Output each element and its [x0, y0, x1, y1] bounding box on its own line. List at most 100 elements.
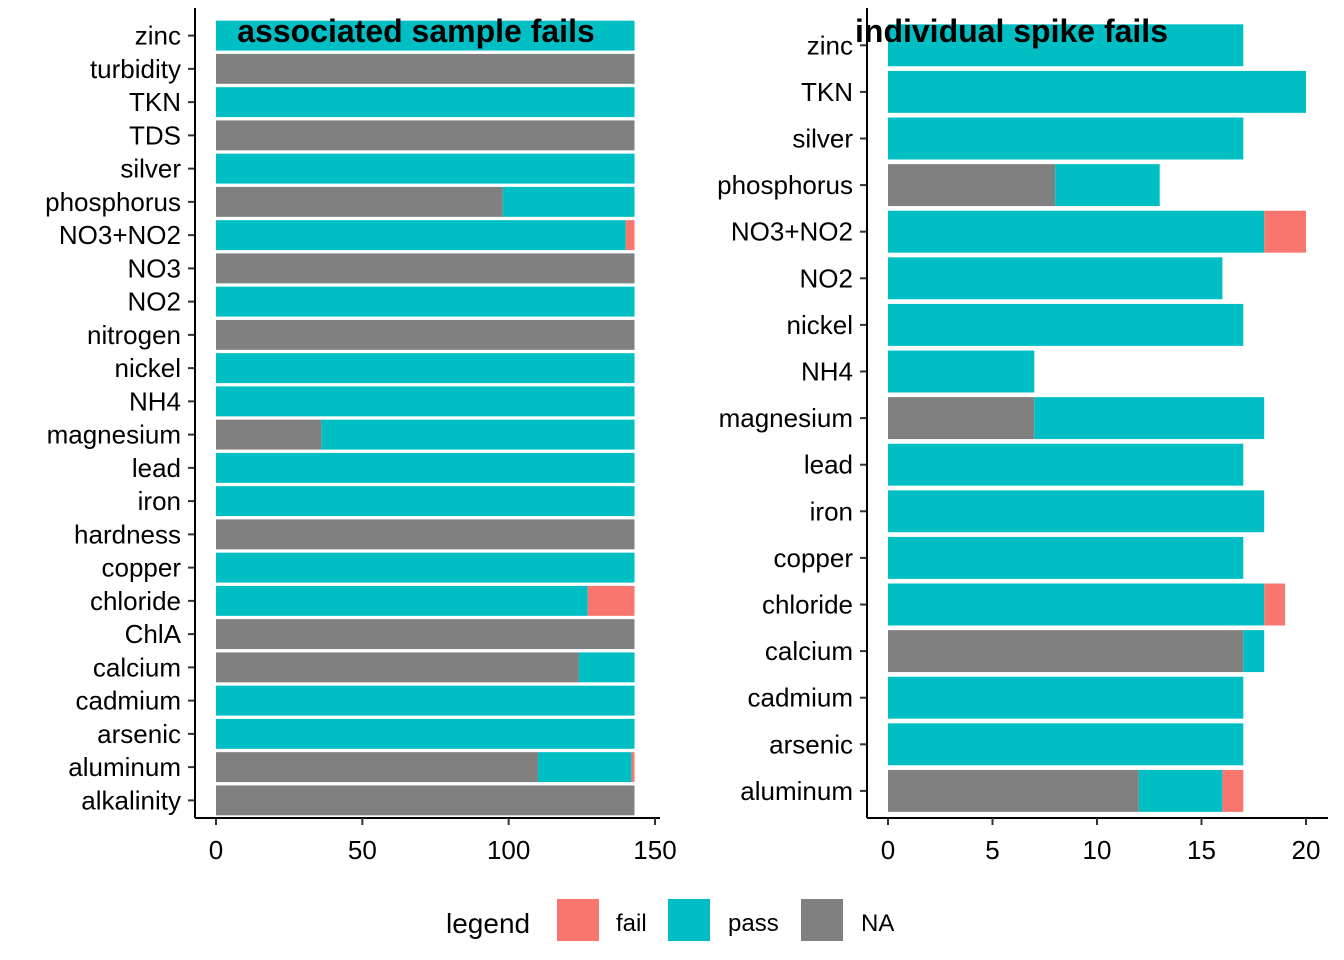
p1-ylabel-silver: silver — [792, 124, 853, 154]
p0-ylabel-no2: NO2 — [128, 287, 181, 317]
p1-bar-arsenic-pass — [888, 723, 1244, 766]
p1-ylabel-magnesium: magnesium — [719, 403, 853, 433]
p1-ylabel-calcium: calcium — [765, 636, 853, 666]
p0-bar-chla-na — [216, 619, 635, 650]
p0-bar-chloride-pass — [216, 585, 588, 616]
p1-bar-silver-pass — [888, 117, 1244, 160]
p1-ylabel-tkn: TKN — [801, 77, 853, 107]
p0-bar-turbidity-na — [216, 53, 635, 84]
p0-bar-arsenic-pass — [216, 718, 635, 749]
p0-bar-no2-pass — [216, 286, 635, 317]
p0-bar-aluminum-fail — [631, 752, 635, 783]
p0-bar-cadmium-pass — [216, 685, 635, 716]
p1-ylabel-iron: iron — [810, 496, 853, 526]
p0-bar-chloride-fail — [587, 585, 635, 616]
p1-bar-zinc-pass — [888, 24, 1244, 67]
p1-bar-calcium-pass — [1243, 630, 1265, 673]
p1-bar-tkn-pass — [888, 70, 1306, 113]
p1-bar-iron-pass — [888, 490, 1265, 533]
p1-ylabel-cadmium: cadmium — [748, 683, 853, 713]
p0-ylabel-nh4: NH4 — [129, 386, 181, 416]
p1-xlabel-5: 5 — [985, 835, 999, 865]
p0-ylabel-lead: lead — [132, 453, 181, 483]
p1-bar-copper-pass — [888, 536, 1244, 579]
p0-ylabel-chloride: chloride — [90, 586, 181, 616]
p1-xlabel-0: 0 — [881, 835, 895, 865]
p0-bar-nh4-pass — [216, 386, 635, 417]
p0-bar-aluminum-pass — [537, 752, 632, 783]
p1-xlabel-15: 15 — [1187, 835, 1216, 865]
p1-ylabel-chloride: chloride — [762, 590, 853, 620]
p0-bar-zinc-pass — [216, 20, 635, 51]
p0-bar-nitrogen-na — [216, 319, 635, 350]
p0-ylabel-nickel: nickel — [115, 353, 181, 383]
p1-xlabel-10: 10 — [1083, 835, 1112, 865]
p0-ylabel-alkalinity: alkalinity — [81, 785, 181, 815]
p1-bar-calcium-na — [888, 630, 1244, 673]
p0-ylabel-tds: TDS — [129, 120, 181, 150]
p1-ylabel-nh4: NH4 — [801, 357, 853, 387]
p1-bar-magnesium-pass — [1034, 397, 1265, 440]
p0-bar-calcium-pass — [578, 652, 635, 683]
p1-bar-nh4-pass — [888, 350, 1035, 393]
panel-individual-spike-fails: zinc TKN silver phosphorus NO3+NO2 NO2 nickel N… — [717, 8, 1328, 865]
p0-bar-alkalinity-na — [216, 785, 635, 816]
p1-ylabel-nickel: nickel — [787, 310, 853, 340]
p0-ylabel-nitrogen: nitrogen — [87, 320, 181, 350]
p0-ylabel-copper: copper — [102, 553, 182, 583]
p0-ylabel-calcium: calcium — [93, 652, 181, 682]
p1-bar-aluminum-fail — [1222, 769, 1244, 812]
p1-bar-no3-no2-pass — [888, 210, 1265, 253]
p0-ylabel-no3-no2: NO3+NO2 — [59, 220, 181, 250]
p0-ylabel-chla: ChlA — [125, 619, 182, 649]
legend-key-pass — [668, 899, 710, 941]
p1-bar-phosphorus-na — [888, 164, 1056, 207]
p0-xlabel-150: 150 — [633, 835, 676, 865]
p0-title: associated sample fails — [237, 13, 595, 49]
p0-ylabel-silver: silver — [120, 154, 181, 184]
legend: legend fail pass NA — [446, 899, 894, 941]
p0-ylabel-zinc: zinc — [135, 21, 181, 51]
p0-xlabel-0: 0 — [209, 835, 223, 865]
p0-ylabel-cadmium: cadmium — [76, 686, 181, 716]
p0-bar-hardness-na — [216, 519, 635, 550]
legend-key-na — [801, 899, 843, 941]
p1-bar-phosphorus-pass — [1055, 164, 1160, 207]
legend-label-na: NA — [861, 910, 894, 937]
p1-ylabel-zinc: zinc — [807, 30, 853, 60]
p0-xlabel-50: 50 — [348, 835, 377, 865]
p1-bar-magnesium-na — [888, 397, 1035, 440]
p0-ylabel-phosphorus: phosphorus — [45, 187, 181, 217]
p0-bar-no3-na — [216, 253, 635, 284]
p0-ylabel-magnesium: magnesium — [47, 420, 181, 450]
p0-bar-lead-pass — [216, 452, 635, 483]
p0-bar-nickel-pass — [216, 353, 635, 384]
p0-ylabel-aluminum: aluminum — [68, 752, 181, 782]
p0-bar-iron-pass — [216, 486, 635, 517]
p0-ylabel-no3: NO3 — [128, 253, 181, 283]
p1-bar-aluminum-pass — [1138, 769, 1223, 812]
p0-bar-calcium-na — [216, 652, 579, 683]
p1-ylabel-phosphorus: phosphorus — [717, 170, 853, 200]
p1-bar-no2-pass — [888, 257, 1223, 300]
p0-bar-tkn-pass — [216, 87, 635, 118]
p1-bar-no3-no2-fail — [1264, 210, 1306, 253]
p0-bar-no3-no2-fail — [625, 220, 635, 251]
p0-bar-tds-na — [216, 120, 635, 151]
p0-ylabel-tkn: TKN — [129, 87, 181, 117]
p1-ylabel-arsenic: arsenic — [769, 729, 853, 759]
p1-title: individual spike fails — [855, 13, 1168, 49]
legend-title: legend — [446, 908, 530, 939]
p1-bar-aluminum-na — [888, 769, 1139, 812]
p0-bar-no3-no2-pass — [216, 220, 626, 251]
p1-bar-chloride-pass — [888, 583, 1265, 626]
p0-xlabel-100: 100 — [487, 835, 530, 865]
p1-ylabel-lead: lead — [804, 450, 853, 480]
p1-ylabel-copper: copper — [774, 543, 854, 573]
p1-bar-chloride-fail — [1264, 583, 1286, 626]
p1-ylabel-no2: NO2 — [800, 263, 853, 293]
p0-bar-aluminum-na — [216, 752, 538, 783]
p0-bar-magnesium-na — [216, 419, 322, 450]
